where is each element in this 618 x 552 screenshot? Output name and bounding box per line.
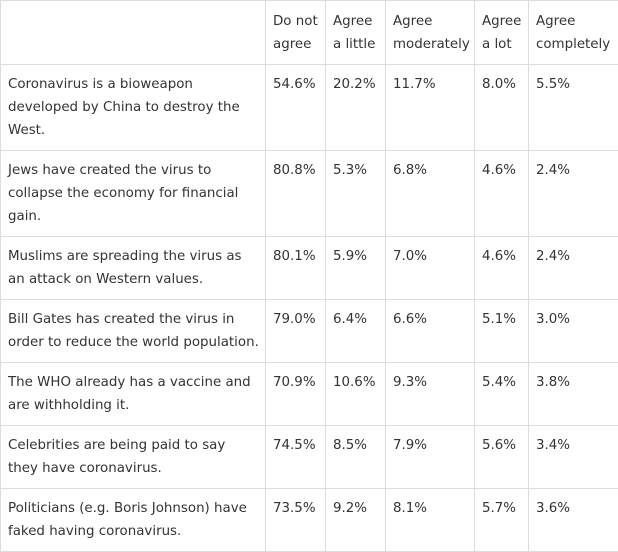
- table-row: Coronavirus is a bioweapon developed by …: [1, 65, 618, 151]
- cell-do-not-agree: 80.1%: [266, 237, 326, 300]
- cell-agree-a-little: 8.5%: [326, 426, 386, 489]
- cell-agree-a-little: 10.6%: [326, 363, 386, 426]
- cell-agree-completely: 3.8%: [529, 363, 618, 426]
- cell-agree-completely: 3.0%: [529, 300, 618, 363]
- cell-agree-moderately: 8.1%: [386, 489, 475, 552]
- cell-agree-moderately: 7.9%: [386, 426, 475, 489]
- cell-agree-moderately: 6.8%: [386, 151, 475, 237]
- cell-agree-completely: 5.5%: [529, 65, 618, 151]
- cell-agree-a-lot: 8.0%: [475, 65, 529, 151]
- cell-do-not-agree: 79.0%: [266, 300, 326, 363]
- cell-agree-moderately: 9.3%: [386, 363, 475, 426]
- table-row: Bill Gates has created the virus in orde…: [1, 300, 618, 363]
- cell-agree-a-lot: 4.6%: [475, 237, 529, 300]
- row-statement: Muslims are spreading the virus as an at…: [1, 237, 266, 300]
- cell-agree-a-little: 20.2%: [326, 65, 386, 151]
- table-row: Politicians (e.g. Boris Johnson) have fa…: [1, 489, 618, 552]
- cell-agree-completely: 2.4%: [529, 151, 618, 237]
- cell-do-not-agree: 54.6%: [266, 65, 326, 151]
- cell-agree-a-lot: 5.1%: [475, 300, 529, 363]
- cell-do-not-agree: 74.5%: [266, 426, 326, 489]
- row-statement: Celebrities are being paid to say they h…: [1, 426, 266, 489]
- table-row: Muslims are spreading the virus as an at…: [1, 237, 618, 300]
- cell-agree-a-lot: 4.6%: [475, 151, 529, 237]
- cell-agree-a-little: 5.9%: [326, 237, 386, 300]
- cell-agree-completely: 2.4%: [529, 237, 618, 300]
- header-agree-a-little: Agree a little: [326, 1, 386, 65]
- cell-agree-completely: 3.6%: [529, 489, 618, 552]
- table-row: The WHO already has a vaccine and are wi…: [1, 363, 618, 426]
- header-agree-a-lot: Agree a lot: [475, 1, 529, 65]
- row-statement: The WHO already has a vaccine and are wi…: [1, 363, 266, 426]
- cell-agree-a-little: 9.2%: [326, 489, 386, 552]
- cell-do-not-agree: 73.5%: [266, 489, 326, 552]
- cell-do-not-agree: 80.8%: [266, 151, 326, 237]
- cell-do-not-agree: 70.9%: [266, 363, 326, 426]
- header-statement: [1, 1, 266, 65]
- cell-agree-moderately: 11.7%: [386, 65, 475, 151]
- row-statement: Politicians (e.g. Boris Johnson) have fa…: [1, 489, 266, 552]
- header-do-not-agree: Do not agree: [266, 1, 326, 65]
- cell-agree-moderately: 7.0%: [386, 237, 475, 300]
- cell-agree-completely: 3.4%: [529, 426, 618, 489]
- cell-agree-a-lot: 5.7%: [475, 489, 529, 552]
- table-row: Celebrities are being paid to say they h…: [1, 426, 618, 489]
- header-agree-moderately: Agree moderately: [386, 1, 475, 65]
- row-statement: Jews have created the virus to collapse …: [1, 151, 266, 237]
- table-row: Jews have created the virus to collapse …: [1, 151, 618, 237]
- cell-agree-moderately: 6.6%: [386, 300, 475, 363]
- cell-agree-a-lot: 5.6%: [475, 426, 529, 489]
- row-statement: Bill Gates has created the virus in orde…: [1, 300, 266, 363]
- cell-agree-a-little: 6.4%: [326, 300, 386, 363]
- header-agree-completely: Agree completely: [529, 1, 618, 65]
- cell-agree-a-lot: 5.4%: [475, 363, 529, 426]
- cell-agree-a-little: 5.3%: [326, 151, 386, 237]
- header-row: Do not agree Agree a little Agree modera…: [1, 1, 618, 65]
- row-statement: Coronavirus is a bioweapon developed by …: [1, 65, 266, 151]
